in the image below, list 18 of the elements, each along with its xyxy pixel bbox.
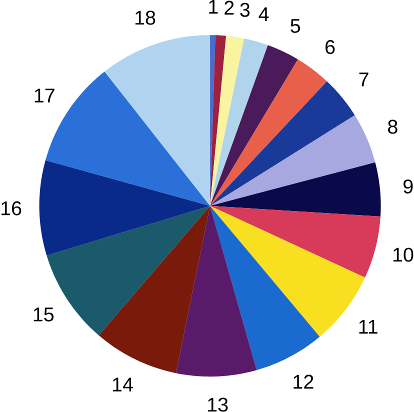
slice-label: 16 [2,201,22,216]
slice-label: 2 [224,0,234,15]
slice-label: 4 [258,7,269,22]
slice-label: 10 [393,248,414,262]
slice-label: 18 [135,10,156,25]
slice-label: 7 [359,72,368,86]
slice-label: 8 [388,120,398,134]
slice-label: 17 [34,88,54,102]
slice-label: 13 [208,398,228,412]
slice-label: 1 [209,0,218,14]
slice-label: 12 [294,374,314,389]
slice-label: 14 [112,378,133,392]
slice-label: 11 [359,320,378,334]
slice-label: 15 [34,308,54,322]
slice-label: 9 [404,180,413,194]
slice-label: 6 [326,40,335,54]
slice-label: 3 [240,2,250,18]
slice-label: 5 [290,19,300,34]
